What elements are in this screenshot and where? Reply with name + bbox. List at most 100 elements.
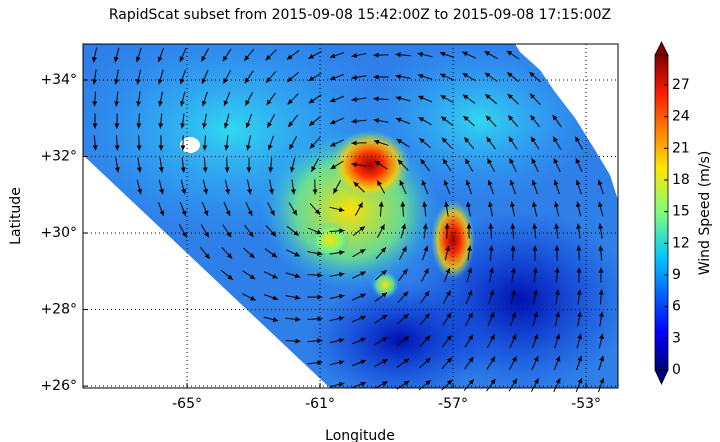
wind-arrow-head: [333, 188, 339, 194]
wind-arrow-head: [360, 293, 366, 299]
wind-arrow-head: [202, 145, 208, 151]
wind-arrow-head: [269, 210, 275, 216]
wind-arrow-head: [554, 223, 560, 229]
wind-arrow-head: [485, 94, 491, 100]
wind-arrow-head: [575, 158, 581, 164]
wind-arrow-head: [359, 226, 365, 232]
wind-arrow-head: [338, 381, 345, 387]
wind-arrow-head: [271, 252, 278, 258]
wind-arrow-head: [487, 179, 493, 186]
wind-arrow-head: [224, 145, 230, 151]
wind-arrow-head: [360, 315, 366, 321]
wind-arrow-head: [576, 245, 582, 251]
wind-arrow-head: [462, 73, 469, 78]
wind-arrow-head: [417, 52, 424, 57]
y-tick-label: +32°: [40, 148, 77, 164]
wind-arrow-head: [338, 316, 345, 321]
wind-arrow-head: [225, 210, 231, 216]
wind-arrow-head: [463, 115, 469, 122]
wind-arrow-head: [422, 201, 428, 207]
wind-arrow-head: [268, 189, 274, 195]
wind-arrow-head: [444, 223, 450, 229]
wind-arrow-head: [552, 114, 558, 121]
wind-arrow-head: [488, 223, 494, 229]
wind-arrow-head: [533, 378, 539, 384]
wind-arrow-head: [399, 180, 405, 186]
wind-arrow-head: [308, 98, 315, 104]
wind-arrow-head: [424, 290, 430, 297]
wind-arrow-head: [227, 274, 233, 280]
wind-arrow-head: [378, 201, 384, 207]
wind-arrow-head: [484, 51, 491, 56]
wind-arrow-head: [223, 122, 229, 129]
wind-arrow-head: [403, 314, 409, 320]
wind-arrow-head: [420, 159, 426, 165]
wind-arrow-head: [179, 100, 185, 107]
wind-arrow-head: [465, 179, 471, 186]
wind-arrow-head: [226, 253, 233, 259]
wind-arrow-head: [577, 378, 583, 384]
grid: [83, 44, 618, 388]
wind-arrow-head: [373, 52, 379, 58]
wind-arrow-head: [530, 115, 536, 121]
x-tick-label: -65°: [172, 396, 202, 412]
wind-arrow-head: [400, 201, 406, 207]
wind-arrow-head: [575, 201, 581, 208]
wind-arrow-head: [441, 137, 448, 143]
wind-arrow-head: [294, 273, 301, 279]
wind-arrow-head: [403, 336, 409, 342]
wind-arrow-head: [202, 167, 208, 173]
wind-arrow-head: [330, 97, 336, 103]
wind-arrow-head: [424, 335, 431, 341]
wind-arrow-head: [158, 100, 163, 107]
wind-arrow-head: [180, 145, 186, 151]
wind-arrow-head: [114, 123, 120, 129]
wind-arrow-head: [577, 355, 583, 362]
wind-arrow-head: [485, 115, 492, 121]
wind-arrow-head: [158, 145, 164, 151]
wind-arrow-head: [351, 162, 357, 168]
wind-arrow-head: [441, 116, 447, 122]
wind-arrow-head: [489, 267, 494, 274]
wind-arrow-head: [288, 121, 294, 127]
wind-arrow-head: [509, 158, 515, 164]
wind-arrow-head: [266, 99, 272, 106]
wind-arrow-head: [353, 181, 359, 188]
colorbar-tick-label: 0: [672, 362, 681, 378]
wind-arrow-head: [440, 73, 446, 79]
wind-arrow-head: [510, 245, 516, 251]
wind-arrow-head: [179, 56, 185, 62]
wind-arrow-head: [137, 188, 143, 195]
wind-arrow-head: [295, 316, 301, 322]
wind-arrow-head: [373, 96, 379, 102]
wind-arrow-head: [360, 337, 366, 343]
wind-arrow-head: [531, 158, 537, 164]
wind-arrow-head: [351, 53, 358, 58]
wind-arrow-head: [447, 379, 453, 386]
wind-arrow-head: [489, 312, 495, 318]
wind-arrow-head: [403, 358, 410, 364]
wind-arrow-head: [381, 292, 388, 298]
wind-arrow-head: [533, 333, 539, 340]
wind-arrow-head: [445, 268, 451, 274]
wind-arrow-head: [423, 268, 429, 274]
wind-arrow-head: [529, 93, 536, 99]
colorbar-extend: [654, 369, 669, 385]
colorbar-tick-label: 27: [672, 77, 690, 93]
wind-arrow-head: [531, 179, 537, 186]
wind-field: [83, 44, 618, 388]
wind-arrow-head: [465, 158, 470, 165]
wind-arrow-head: [511, 289, 517, 296]
wind-arrow-head: [576, 223, 582, 229]
wind-arrow-head: [575, 179, 581, 186]
colorbar-label: Wind Speed (m/s): [697, 151, 713, 276]
wind-arrow-head: [224, 167, 230, 173]
wind-arrow-head: [351, 74, 357, 80]
wind-arrow-head: [446, 312, 452, 319]
wind-arrow-head: [360, 271, 366, 277]
wind-arrow-head: [290, 189, 296, 195]
wind-arrow-head: [418, 95, 424, 101]
wind-arrow-head: [577, 333, 583, 340]
wind-arrow-head: [203, 188, 209, 195]
